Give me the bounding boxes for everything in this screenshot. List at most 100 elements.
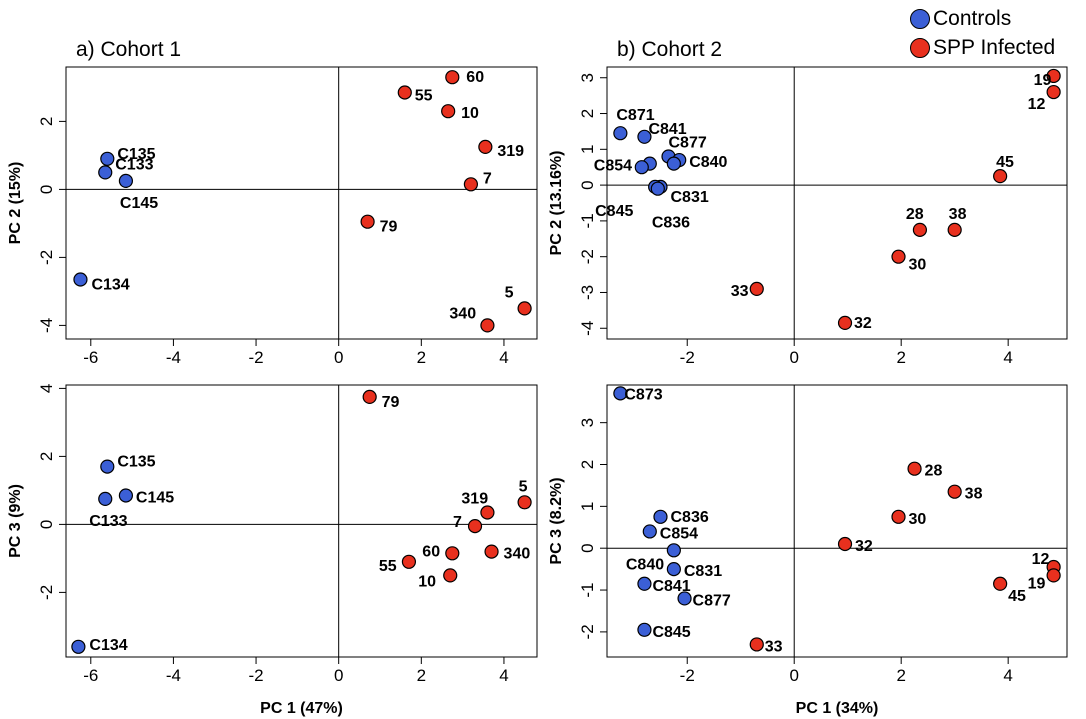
point-label: 10 [461, 105, 479, 122]
control-point [637, 576, 652, 591]
y-tick-label: 1 [578, 502, 597, 511]
infected-point [480, 505, 495, 520]
x-tick-label: -6 [83, 666, 98, 685]
legend-label-infected: SPP Infected [933, 35, 1056, 59]
point-label: C840 [689, 154, 727, 171]
plot-frame [65, 66, 538, 340]
y-tick-label: 2 [578, 460, 597, 469]
infected-point [463, 177, 478, 192]
infected-point [467, 518, 483, 534]
x-tick-label: 2 [417, 666, 426, 685]
infected-point [445, 70, 460, 85]
x-tick-label: -2 [680, 666, 695, 685]
y-tick-label: 2 [37, 117, 56, 126]
x-tick-label: -4 [166, 348, 181, 367]
point-label: 30 [909, 511, 927, 528]
point-label: C854 [660, 525, 698, 542]
y-tick-label: 3 [578, 418, 597, 427]
infected-point [397, 85, 412, 100]
y-tick-label: -3 [578, 285, 597, 300]
point-label: C134 [89, 637, 127, 654]
y-tick-label: 0 [37, 185, 56, 194]
infected-point [443, 568, 458, 583]
point-label: 319 [461, 491, 488, 508]
legend-item-infected: SPP Infected [910, 33, 1055, 62]
infected-point [362, 389, 377, 404]
infected-point [993, 169, 1008, 184]
point-label: 12 [1032, 551, 1050, 568]
point-label: 55 [415, 88, 433, 105]
point-label: 33 [731, 283, 749, 300]
control-point [613, 126, 628, 141]
infected-point [484, 544, 499, 559]
x-axis-label: PC 1 (47%) [260, 700, 343, 717]
y-tick-label: 4 [37, 384, 56, 393]
panel-title-cohort1: a) Cohort 1 [76, 38, 182, 61]
point-label: 340 [504, 546, 531, 563]
legend-item-controls: Controls [910, 4, 1055, 33]
control-point [100, 151, 115, 166]
x-tick-label: -2 [248, 348, 263, 367]
point-label: 28 [925, 463, 943, 480]
y-axis-label: PC 2 (15%) [7, 162, 24, 245]
infected-point [749, 281, 764, 296]
x-tick-label: 2 [896, 348, 905, 367]
control-point [637, 129, 652, 144]
point-label: C877 [669, 134, 707, 151]
y-tick-label: 0 [578, 180, 597, 189]
infected-point [1046, 68, 1061, 84]
point-label: C877 [693, 592, 731, 609]
y-tick-label: -2 [578, 249, 597, 264]
control-point [666, 562, 681, 577]
point-label: 32 [854, 315, 872, 332]
infected-point [445, 546, 460, 561]
y-tick-label: 0 [578, 543, 597, 552]
infected-point [749, 637, 764, 652]
point-label: C845 [652, 624, 690, 641]
y-axis-label: PC 3 (9%) [7, 484, 24, 558]
y-axis-label: PC 3 (8.2%) [548, 477, 565, 564]
point-label: C145 [120, 195, 158, 212]
point-label: 5 [519, 478, 528, 495]
infected-point [441, 104, 456, 119]
y-tick-label: -4 [578, 321, 597, 336]
y-tick-label: 0 [37, 520, 56, 529]
point-label: C135 [117, 454, 155, 471]
point-label: 340 [449, 305, 476, 322]
x-tick-label: 0 [789, 666, 798, 685]
y-tick-label: -2 [37, 585, 56, 600]
point-label: 45 [996, 154, 1014, 171]
control-point [637, 622, 652, 637]
y-tick-label: 1 [578, 145, 597, 154]
point-label: 79 [382, 394, 400, 411]
point-label: C854 [594, 158, 632, 175]
control-point [666, 543, 681, 558]
point-label: 5 [505, 284, 514, 301]
control-point [650, 181, 665, 196]
point-label: C840 [626, 556, 664, 573]
point-label: 7 [483, 170, 492, 187]
infected-point [837, 315, 853, 330]
control-point [98, 165, 113, 180]
control-point [98, 491, 113, 506]
point-label: 10 [418, 573, 436, 590]
control-point [677, 591, 692, 606]
point-label: 79 [380, 219, 398, 236]
x-tick-label: 2 [417, 348, 426, 367]
control-point [642, 524, 657, 539]
control-point [73, 272, 88, 287]
point-label: 30 [909, 257, 927, 274]
point-label: 45 [1008, 588, 1026, 605]
point-label: C873 [624, 386, 662, 403]
point-label: 32 [855, 538, 873, 555]
y-tick-label: 3 [578, 73, 597, 82]
point-label: C871 [616, 107, 654, 124]
infected-point [401, 554, 417, 569]
infected-point [947, 484, 962, 499]
panel-title-cohort2: b) Cohort 2 [617, 38, 723, 61]
plot-frame [606, 384, 1068, 658]
infected-point [947, 222, 962, 237]
point-label: 60 [422, 543, 440, 560]
plot-frame [65, 384, 538, 658]
x-tick-label: -4 [166, 666, 181, 685]
